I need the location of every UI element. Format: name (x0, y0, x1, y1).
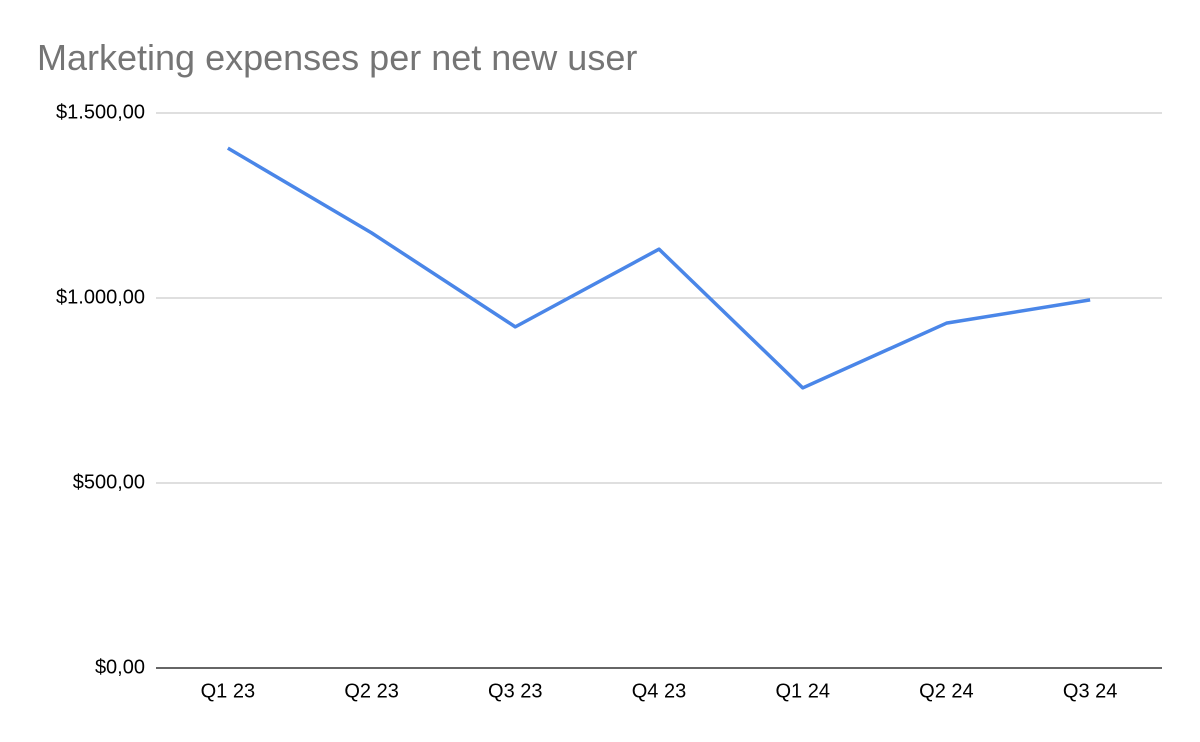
x-tick-label: Q4 23 (632, 680, 686, 702)
chart-title: Marketing expenses per net new user (37, 37, 637, 78)
y-tick-label: $0,00 (95, 656, 145, 678)
x-tick-label: Q3 24 (1063, 680, 1117, 702)
y-tick-label: $1.000,00 (56, 286, 145, 308)
x-tick-label: Q2 23 (344, 680, 398, 702)
line-series (226, 146, 1091, 390)
x-tick-label: Q1 23 (201, 680, 255, 702)
y-tick-label: $1.500,00 (56, 101, 145, 123)
x-tick-label: Q2 24 (919, 680, 973, 702)
x-tick-label: Q1 24 (775, 680, 829, 702)
x-tick-label: Q3 23 (488, 680, 542, 702)
y-tick-label: $500,00 (73, 471, 145, 493)
